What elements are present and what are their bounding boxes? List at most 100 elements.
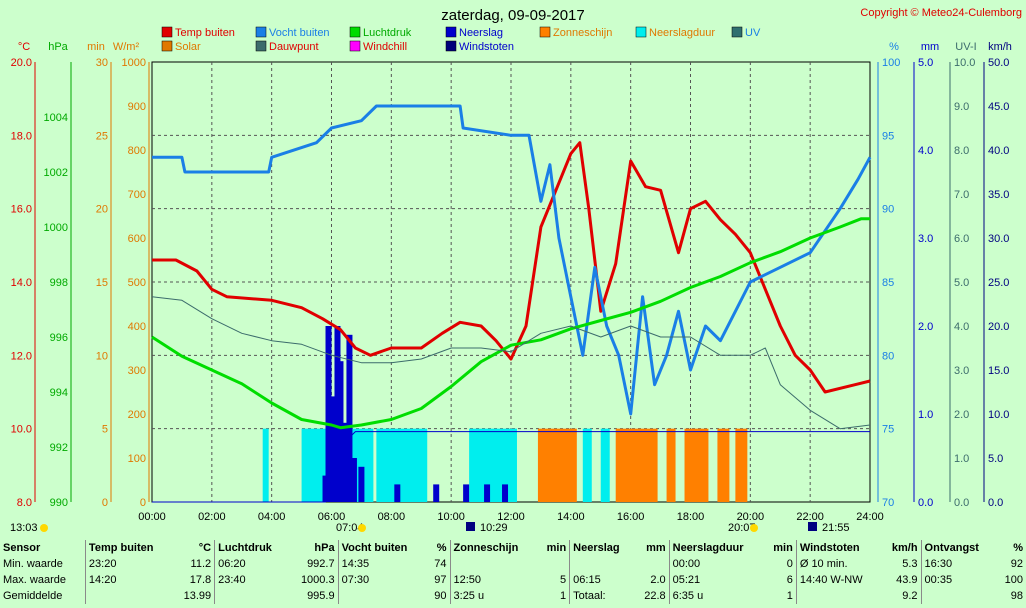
stats-col-header: Vocht buiten [337,540,427,556]
axis-tick: 2.0 [954,409,969,421]
axis-tick: 9.0 [954,101,969,113]
axis-tick: 0 [140,497,146,509]
axis-tick: 10.0 [988,409,1009,421]
axis-label-left-1: hPa [48,41,68,53]
axis-tick: 4.0 [954,321,969,333]
axis-tick: 15.0 [988,365,1009,377]
axis-label-left-2: min [87,41,105,53]
stats-cell-value: 11.2 [190,558,212,570]
axis-tick: 0.0 [918,497,933,509]
stats-col-unit: min [773,542,793,554]
axis-tick: 95 [882,130,894,142]
stats-cell-value: 995.9 [307,590,335,602]
zonneschijn-bar [537,428,577,502]
moon-icon [808,522,817,531]
axis-tick: 16.0 [11,204,32,216]
line-layer [151,104,872,503]
stats-cell-value: 98 [1010,590,1023,602]
table-row: Max. waarde 14:20 17.8 23:40 1000.3 07:30 97 12… [0,572,1026,588]
stats-cell-time: 06:20 [214,556,289,572]
axis-tick: 45.0 [988,101,1009,113]
stats-cell-time: Totaal: [569,588,635,604]
axis-tick: 4.0 [918,145,933,157]
legend-swatch-zonneschijn [539,26,551,38]
axis-tick: 18.0 [11,130,32,142]
weather-chart: °C20.018.016.014.012.010.08.0hPa10041002… [10,7,1022,534]
stats-col-unit: min [546,542,567,554]
stats-cell-time: Ø 10 min. [795,556,882,572]
legend-swatch-vocht [255,26,267,38]
axis-tick: 75 [882,424,894,436]
stats-cell-time: 14:40 W-NW [795,572,882,588]
stats-cell-value: 5 [560,574,567,586]
stats-col-header: Ontvangst [920,540,996,556]
axis-tick: 85 [882,277,894,289]
stats-cell-value: 92 [1010,558,1023,570]
stats-cell-time: 05:21 [668,572,765,588]
stats-cell-value: 992.7 [307,558,335,570]
axis-tick: 20.0 [11,57,32,69]
zonneschijn-bar [717,428,730,502]
axis-tick: 70 [882,497,894,509]
axis-tick: 992 [50,442,68,454]
series-dauwpunt [151,296,871,430]
stats-header-row: Sensor Temp buiten °C Luchtdruk hPa Vocht bui… [0,540,1026,556]
x-tick-label: 10:00 [437,511,465,523]
axis-tick: 35.0 [988,189,1009,201]
neerslag-bar [346,334,353,502]
axis-tick: 1000 [122,57,146,69]
stats-cell-time: 6:35 u [668,588,765,604]
axis-tick: 3.0 [918,233,933,245]
axis-tick: 12.0 [11,350,32,362]
neerslag-bar [502,484,509,502]
stats-col-header: Windstoten [795,540,882,556]
stats-cell-value: 97 [434,574,447,586]
axis-label-left-3: W/m² [113,41,140,53]
axis-tick: 20.0 [988,321,1009,333]
stats-cell-value: 100 [1004,574,1023,586]
legend-item-luchtdruk: Luchtdruk [363,27,412,39]
x-tick-label: 12:00 [497,511,525,523]
axis-tick: 90 [882,204,894,216]
series-temp [152,141,871,394]
table-row: Gemiddelde 13.99 995.9 90 3:25 u 1 Totaal: 22.8… [0,588,1026,604]
x-tick-label: 02:00 [198,511,226,523]
neerslag-bar [433,484,440,502]
axis-tick: 10.0 [954,57,975,69]
axis-tick: 10.0 [11,424,32,436]
stats-cell-value: 1 [786,590,793,602]
axis-tick: 100 [128,453,146,465]
stats-cell-time: 06:15 [569,572,635,588]
axis-label-right-3: km/h [988,41,1012,53]
axis-tick: 2.0 [918,321,933,333]
bar-layer [262,326,748,502]
neerslag-bar [341,422,348,502]
legend-swatch-neerslagduur [635,26,647,38]
axis-tick: 700 [128,189,146,201]
neerslag-bar [350,458,357,502]
sun-icon [750,524,758,532]
stats-cell-value: 1 [560,590,567,602]
axis-tick: 6.0 [954,233,969,245]
stats-cell-value: 90 [434,590,447,602]
zonneschijn-bar [735,428,748,502]
axis-tick: 100 [882,57,900,69]
legend-swatch-dauwpunt [255,40,267,52]
legend-swatch-neerslag [445,26,457,38]
axis-label-right-2: UV-I [955,41,976,53]
x-tick-label: 20:00 [737,511,765,523]
axis-tick: 800 [128,145,146,157]
axis-tick: 40.0 [988,145,1009,157]
legend-item-windstoten: Windstoten [459,41,514,53]
axis-tick: 998 [50,277,68,289]
legend-swatch-uv [731,26,743,38]
x-tick-label: 08:00 [378,511,406,523]
legend: Temp buiten Vocht buiten Luchtdruk Neerslag… [161,26,761,53]
axis-tick: 10 [96,350,108,362]
x-tick-label: 14:00 [557,511,585,523]
x-tick-label: 00:00 [138,511,166,523]
stats-cell-time: 16:30 [920,556,996,572]
axes: °C20.018.016.014.012.010.08.0hPa10041002… [11,41,1012,523]
axis-tick: 1.0 [918,409,933,421]
sun-icon [358,524,366,532]
